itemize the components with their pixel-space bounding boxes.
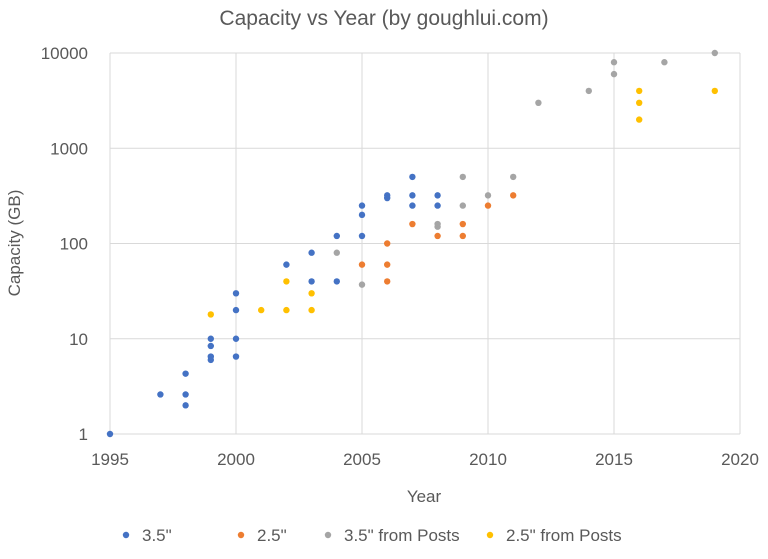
x-tick-label: 2005 <box>343 450 381 469</box>
legend-label: 2.5" <box>257 526 287 545</box>
data-point <box>484 202 492 209</box>
data-point <box>459 202 466 209</box>
data-point <box>358 211 366 219</box>
data-point <box>308 290 315 297</box>
data-point <box>358 281 366 288</box>
data-point <box>459 173 466 181</box>
data-point <box>232 335 240 342</box>
data-point <box>384 240 391 247</box>
data-point <box>308 249 315 256</box>
data-point <box>358 261 366 268</box>
data-point <box>333 249 340 256</box>
x-tick-label: 2010 <box>469 450 507 469</box>
data-point <box>409 192 416 199</box>
y-tick-label: 10000 <box>41 44 88 63</box>
legend-item: 2.5" from Posts <box>486 526 622 545</box>
legend-label: 3.5" from Posts <box>344 526 460 545</box>
data-point <box>358 232 366 240</box>
data-point <box>409 220 416 228</box>
data-point <box>182 370 189 377</box>
y-axis-title: Capacity (GB) <box>5 190 24 297</box>
data-point <box>258 306 265 314</box>
data-point <box>157 391 164 398</box>
data-point <box>106 430 114 438</box>
data-point <box>182 391 189 398</box>
data-point <box>207 335 214 342</box>
data-point <box>232 290 240 297</box>
data-point <box>636 99 643 107</box>
x-tick-label: 1995 <box>91 450 129 469</box>
legend-marker <box>122 531 130 539</box>
legend-marker <box>237 531 245 539</box>
y-tick-label: 100 <box>60 235 88 254</box>
data-point <box>434 220 441 228</box>
data-point <box>610 70 618 78</box>
legend-marker <box>486 531 494 539</box>
data-point <box>283 306 290 314</box>
data-points <box>106 49 718 438</box>
legend: 3.5" 2.5" 3.5" from Posts 2.5" from Posts <box>122 526 622 545</box>
x-axis-title: Year <box>407 487 442 506</box>
grid-layer <box>109 52 741 435</box>
data-point <box>333 232 340 240</box>
x-tick-label: 2015 <box>595 450 633 469</box>
data-point <box>510 192 517 199</box>
data-point <box>232 353 240 360</box>
legend-marker <box>324 531 332 539</box>
legend-label: 3.5" <box>142 526 172 545</box>
data-point <box>484 192 492 199</box>
data-point <box>459 220 466 228</box>
data-point <box>409 173 416 181</box>
data-point <box>711 87 718 95</box>
data-point <box>283 261 290 268</box>
data-point <box>207 311 214 318</box>
legend-label: 2.5" from Posts <box>506 526 622 545</box>
data-point <box>535 99 542 107</box>
data-point <box>434 232 441 240</box>
tick-labels: 1995 2000 2005 2010 2015 2020 1 10 100 1000 10000 <box>41 44 759 469</box>
chart-title: Capacity vs Year (by goughlui.com) <box>219 7 548 30</box>
data-point <box>384 261 391 268</box>
data-point <box>636 87 643 95</box>
data-point <box>207 353 214 360</box>
x-tick-label: 2000 <box>217 450 255 469</box>
data-point <box>434 202 441 209</box>
data-point <box>308 278 315 285</box>
data-point <box>384 278 391 285</box>
data-point <box>661 59 668 66</box>
data-point <box>283 278 290 285</box>
data-point <box>308 306 315 314</box>
data-point <box>585 87 592 95</box>
data-point <box>434 192 441 199</box>
x-tick-label: 2020 <box>721 450 759 469</box>
data-point <box>409 202 416 209</box>
data-point <box>207 342 214 350</box>
data-point <box>510 173 517 181</box>
y-tick-label: 1000 <box>50 139 88 158</box>
data-point <box>333 278 340 285</box>
legend-item: 2.5" <box>237 526 287 545</box>
data-point <box>232 306 240 314</box>
data-point <box>636 116 643 123</box>
y-tick-label: 1 <box>79 425 88 444</box>
y-tick-label: 10 <box>69 330 88 349</box>
data-point <box>384 192 391 199</box>
data-point <box>459 232 466 240</box>
data-point <box>182 402 189 409</box>
data-point <box>711 49 718 57</box>
legend-item: 3.5" <box>122 526 172 545</box>
data-point <box>358 202 366 209</box>
data-point <box>610 59 618 66</box>
legend-item: 3.5" from Posts <box>324 526 460 545</box>
